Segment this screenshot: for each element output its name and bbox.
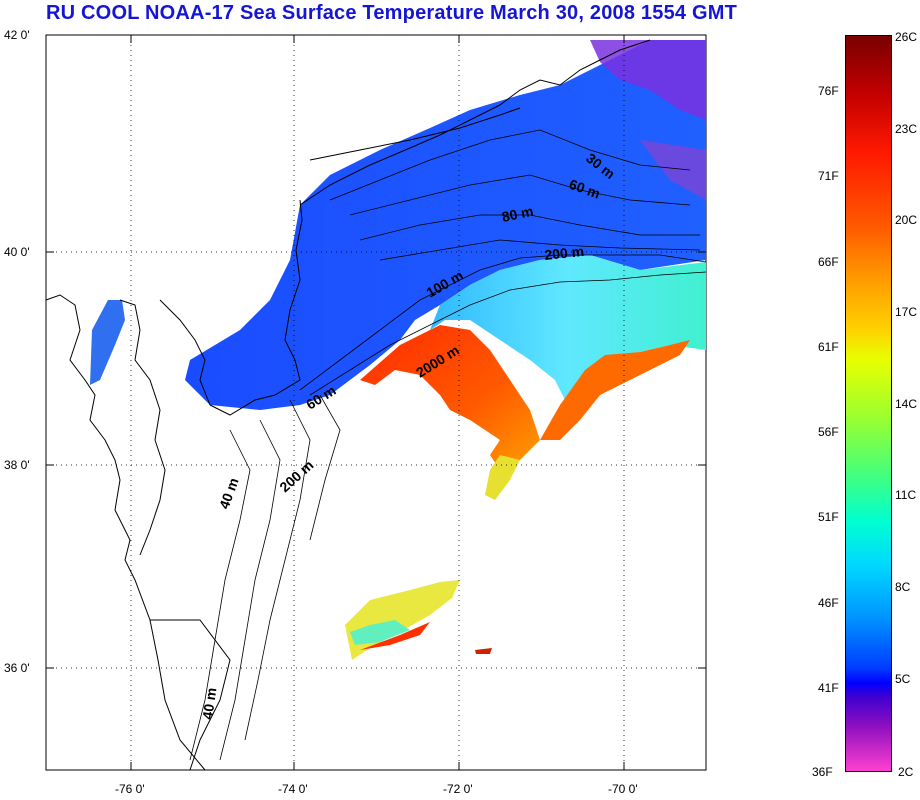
lon-label-74: -74 0'	[278, 782, 308, 796]
bathymetry-contours	[189, 129, 707, 761]
colorbar-label-56f: 56F	[818, 425, 839, 439]
axis-ticks	[46, 34, 706, 770]
lat-label-40: 40 0'	[4, 245, 30, 259]
colorbar-label-51f: 51F	[818, 510, 839, 524]
colorbar-label-61f: 61F	[818, 340, 839, 354]
colorbar-label-11c: 11C	[895, 488, 917, 502]
cold-water-nantucket	[640, 140, 706, 200]
shelf-water	[185, 40, 706, 410]
slope-water	[430, 255, 706, 400]
coastline	[45, 39, 651, 771]
colorbar-label-23c: 23C	[895, 122, 918, 136]
contour-label-40m-lower: 40 m	[199, 687, 219, 721]
temperature-colorbar	[845, 35, 892, 772]
contour-label-200m-north: 200 m	[544, 243, 585, 263]
colorbar-label-8c: 8C	[895, 580, 911, 594]
lat-label-42: 42 0'	[4, 28, 30, 42]
colorbar-label-26c: 26C	[895, 30, 918, 44]
colorbar-label-17c: 17C	[895, 305, 918, 319]
southern-warm-eddy-core	[350, 620, 410, 645]
lat-label-38: 38 0'	[4, 458, 30, 472]
lon-label-76: -76 0'	[115, 782, 145, 796]
colorbar-label-36f: 36F	[812, 765, 833, 779]
colorbar-label-46f: 46F	[818, 596, 839, 610]
colorbar-label-76f: 76F	[818, 84, 839, 98]
colorbar-label-5c: 5C	[895, 672, 911, 686]
colorbar-label-71f: 71F	[818, 169, 839, 183]
colorbar-label-66f: 66F	[818, 255, 839, 269]
colorbar-label-14c: 14C	[895, 397, 918, 411]
cold-water-gulf-of-maine	[590, 40, 706, 120]
contour-label-80m: 80 m	[500, 203, 535, 225]
lat-label-36: 36 0'	[4, 661, 30, 675]
sst-field	[90, 40, 706, 660]
gulf-stream-warm-core	[360, 325, 540, 470]
lon-label-70: -70 0'	[608, 782, 638, 796]
small-warm-patch	[475, 648, 492, 654]
chesapeake-water	[90, 300, 125, 385]
map-title: RU COOL NOAA-17 Sea Surface Temperature …	[46, 2, 738, 24]
graticule	[46, 35, 706, 770]
colorbar-label-20c: 20C	[895, 213, 918, 227]
colorbar-label-41f: 41F	[818, 681, 839, 695]
southern-warm-eddy-edge	[360, 622, 430, 650]
lon-label-72: -72 0'	[443, 782, 473, 796]
colorbar-label-2c: 2C	[898, 765, 914, 779]
warm-filament	[485, 455, 520, 500]
gulf-stream-warm-east	[540, 340, 690, 440]
